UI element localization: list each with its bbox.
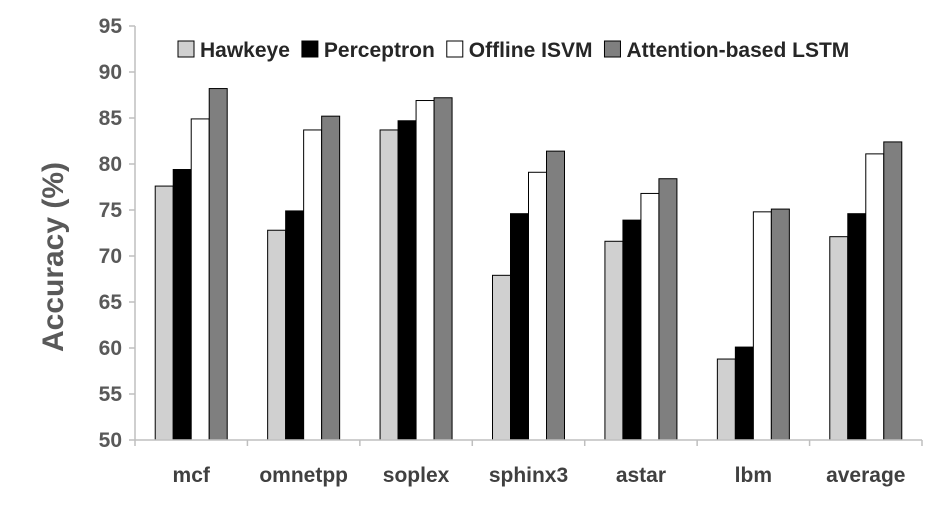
bars — [154, 88, 903, 441]
bar — [658, 178, 678, 441]
legend-swatch — [603, 40, 621, 58]
legend-swatch — [301, 40, 319, 58]
bar — [546, 150, 565, 441]
y-tick-label: 70 — [99, 245, 122, 268]
bar — [770, 208, 790, 441]
bar — [397, 120, 417, 441]
bar — [172, 169, 192, 441]
bar — [190, 118, 210, 441]
y-axis-title: Accuracy (%) — [37, 162, 70, 352]
legend: Hawkeye Perceptron Offline ISVM Attention-b… — [177, 39, 849, 62]
bar — [640, 192, 660, 441]
bar — [847, 213, 867, 441]
bar — [604, 240, 624, 441]
x-category-label: mcf — [173, 464, 211, 487]
x-category-labels: mcf omnetpp soplex sphinx3 astar lbm average — [173, 464, 906, 487]
bar — [154, 185, 174, 441]
bar — [752, 211, 772, 441]
y-tick-label: 80 — [99, 153, 122, 176]
bar — [267, 229, 287, 441]
x-category-label: soplex — [383, 464, 450, 487]
y-tick-label: 60 — [99, 337, 122, 360]
bar — [829, 236, 849, 441]
y-tick-label: 65 — [99, 291, 123, 314]
bar — [528, 171, 547, 441]
legend-label: Offline ISVM — [469, 39, 593, 62]
bar — [734, 346, 754, 441]
y-tick-labels: 50 55 60 65 70 75 80 85 90 95 — [99, 15, 123, 452]
x-category-label: sphinx3 — [489, 464, 568, 487]
y-tick-label: 95 — [99, 15, 123, 38]
axes — [129, 25, 923, 446]
bar — [208, 88, 228, 441]
bar — [492, 274, 511, 441]
legend-swatch — [177, 40, 195, 58]
bar — [716, 358, 736, 441]
y-tick-label: 90 — [99, 61, 122, 84]
bar — [433, 97, 453, 441]
bar — [379, 129, 399, 441]
x-category-label: astar — [616, 464, 666, 487]
bar — [510, 213, 529, 441]
x-category-label: omnetpp — [259, 464, 348, 487]
bar — [321, 115, 341, 441]
bar — [285, 210, 305, 441]
y-tick-label: 85 — [99, 107, 123, 130]
bar — [622, 219, 642, 441]
bar — [415, 100, 435, 441]
y-tick-label: 55 — [99, 383, 123, 406]
bar — [883, 141, 903, 441]
legend-label: Perceptron — [324, 39, 435, 62]
legend-swatch — [446, 40, 464, 58]
x-category-label: lbm — [735, 464, 772, 487]
legend-label: Attention-based LSTM — [626, 39, 849, 62]
y-tick-label: 75 — [99, 199, 123, 222]
y-tick-label: 50 — [99, 429, 122, 452]
bar — [303, 129, 323, 441]
x-category-label: average — [826, 464, 905, 487]
legend-label: Hawkeye — [200, 39, 290, 62]
bar — [865, 153, 885, 441]
